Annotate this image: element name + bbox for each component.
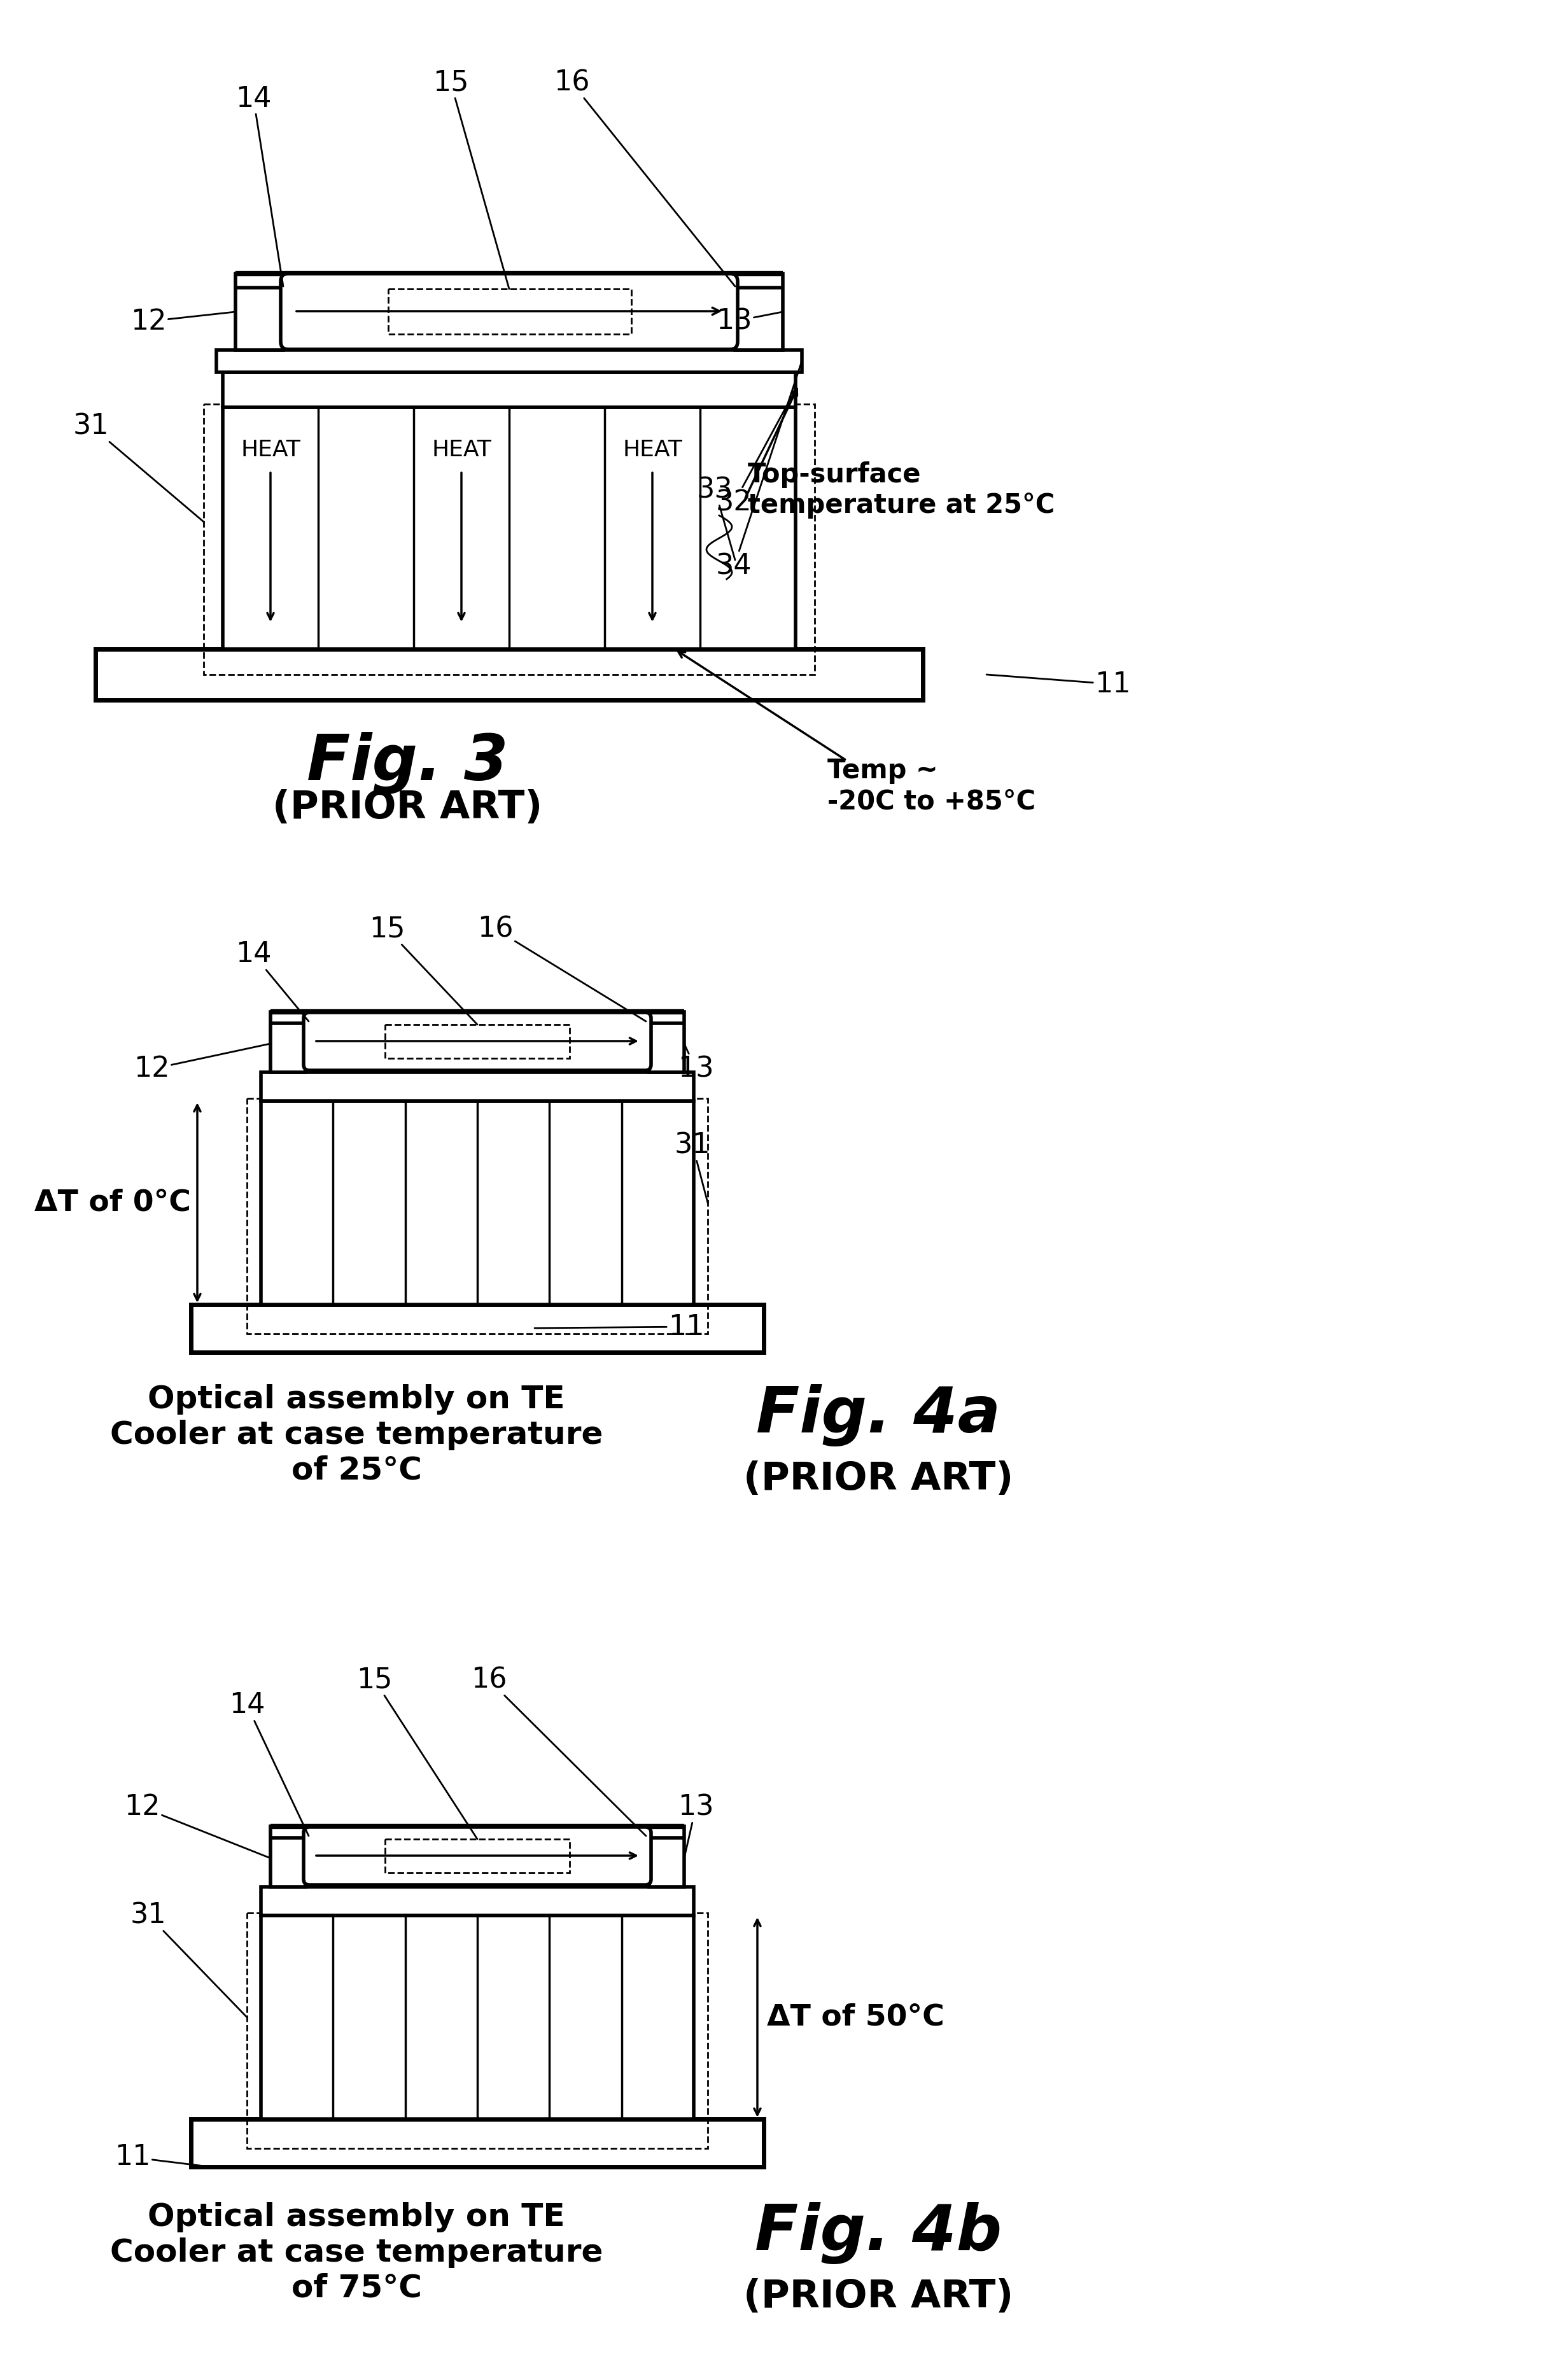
Bar [222, 407, 795, 650]
Bar [203, 405, 815, 674]
Text: Fig. 4b: Fig. 4b [754, 2202, 1002, 2263]
Text: (PRIOR ART): (PRIOR ART) [743, 1461, 1013, 1497]
Bar [271, 1012, 305, 1073]
Bar [649, 1825, 684, 1887]
FancyBboxPatch shape [304, 1012, 651, 1071]
Text: 11: 11 [114, 2144, 210, 2171]
Text: 31: 31 [675, 1133, 711, 1202]
Text: (PRIOR ART): (PRIOR ART) [272, 790, 543, 826]
Text: (PRIOR ART): (PRIOR ART) [743, 2278, 1013, 2316]
Text: Optical assembly on TE
Cooler at case temperature
of 25°C: Optical assembly on TE Cooler at case te… [110, 1385, 603, 1485]
Bar [235, 274, 283, 350]
Text: 13: 13 [678, 1795, 714, 1859]
Text: 12: 12 [124, 1795, 271, 1859]
Text: 13: 13 [717, 307, 782, 336]
Bar [191, 1304, 764, 1352]
Text: HEAT: HEAT [432, 438, 491, 462]
Bar [222, 371, 795, 407]
Text: 16: 16 [554, 69, 736, 286]
Bar [261, 1887, 693, 1916]
Text: 16: 16 [477, 916, 646, 1021]
Text: 16: 16 [471, 1666, 646, 1835]
Text: HEAT: HEAT [623, 438, 682, 462]
Bar [95, 650, 923, 700]
FancyBboxPatch shape [304, 1828, 651, 1885]
Text: Optical assembly on TE
Cooler at case temperature
of 75°C: Optical assembly on TE Cooler at case te… [110, 2202, 603, 2304]
Bar [247, 1914, 707, 2149]
Text: 14: 14 [235, 86, 283, 286]
Bar [388, 288, 631, 333]
Text: Fig. 3: Fig. 3 [307, 731, 509, 795]
Text: 14: 14 [228, 1692, 308, 1835]
Text: 12: 12 [133, 1045, 271, 1083]
Text: 34: 34 [717, 362, 801, 581]
Text: 13: 13 [678, 1045, 714, 1083]
Text: 31: 31 [74, 412, 203, 521]
Text: 14: 14 [235, 940, 308, 1021]
Bar [261, 1916, 693, 2118]
Text: 12: 12 [130, 307, 235, 336]
Bar [261, 1073, 693, 1102]
Bar [385, 1023, 570, 1059]
FancyBboxPatch shape [280, 274, 737, 350]
Text: 15: 15 [357, 1666, 477, 1840]
Bar [736, 274, 782, 350]
Bar [271, 1825, 305, 1887]
Text: 15: 15 [369, 916, 477, 1023]
Text: 32: 32 [717, 390, 795, 516]
Text: 33: 33 [696, 476, 736, 559]
Text: 11: 11 [535, 1314, 704, 1340]
Text: Fig. 4a: Fig. 4a [756, 1385, 1000, 1447]
Text: 15: 15 [434, 69, 509, 288]
Text: 31: 31 [130, 1902, 247, 2018]
Bar [247, 1097, 707, 1333]
Text: ΔT of 0°C: ΔT of 0°C [34, 1188, 191, 1216]
Bar [191, 2118, 764, 2166]
Bar [385, 1840, 570, 1873]
Text: Temp ~
-20C to +85°C: Temp ~ -20C to +85°C [828, 757, 1036, 814]
Text: ΔT of 50°C: ΔT of 50°C [767, 2004, 944, 2033]
Bar [216, 350, 801, 371]
Bar [261, 1102, 693, 1304]
Text: 11: 11 [986, 671, 1130, 697]
Text: Top-surface
temperature at 25°C: Top-surface temperature at 25°C [748, 462, 1055, 519]
Text: HEAT: HEAT [241, 438, 300, 462]
Bar [649, 1012, 684, 1073]
